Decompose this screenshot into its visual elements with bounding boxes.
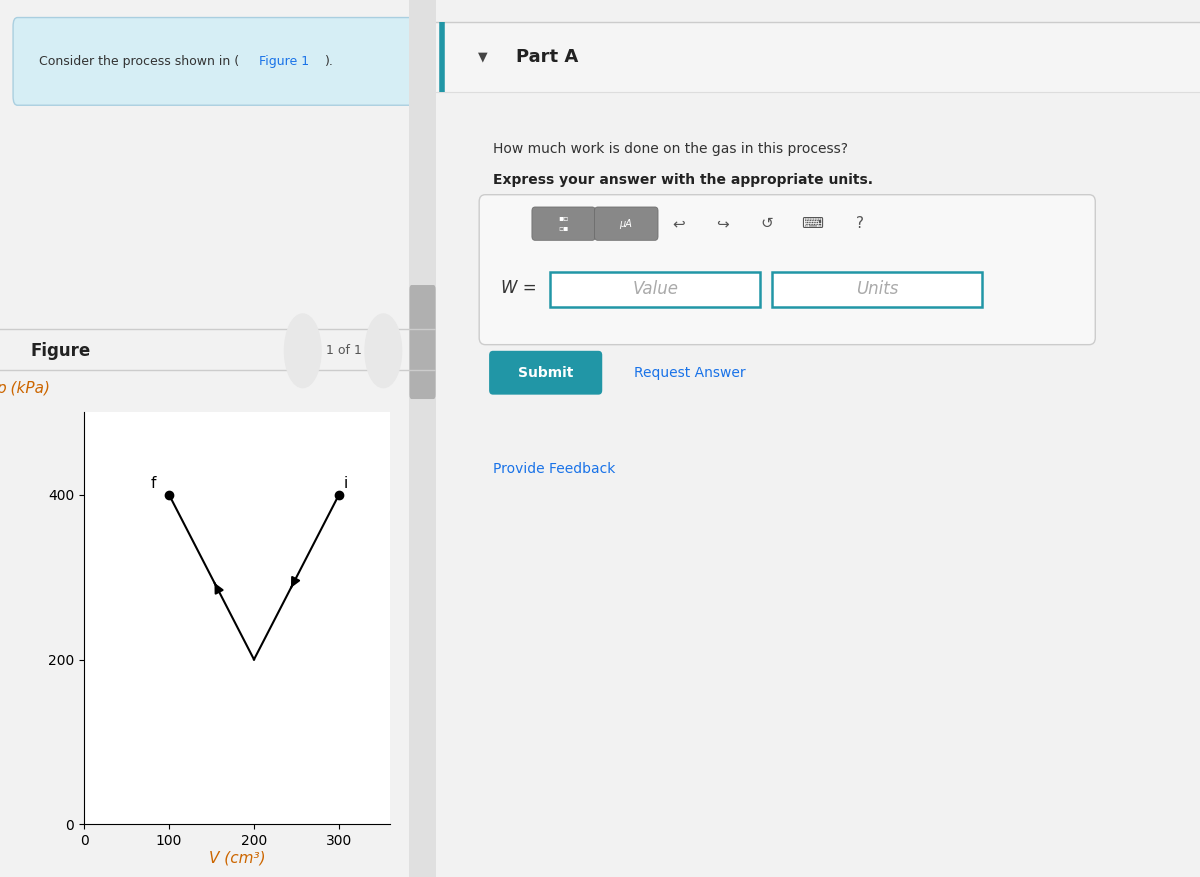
Text: Value: Value xyxy=(632,281,679,298)
Text: <: < xyxy=(296,344,308,358)
Text: Express your answer with the appropriate units.: Express your answer with the appropriate… xyxy=(493,173,872,187)
FancyBboxPatch shape xyxy=(490,351,602,395)
Text: ).: ). xyxy=(324,55,334,68)
Text: 1 of 1: 1 of 1 xyxy=(326,345,362,357)
Text: i: i xyxy=(344,475,348,490)
Text: μA: μA xyxy=(619,218,632,229)
Text: ↩: ↩ xyxy=(672,216,685,232)
Text: >: > xyxy=(378,344,389,358)
Text: W =: W = xyxy=(500,279,536,296)
Circle shape xyxy=(365,314,402,388)
FancyBboxPatch shape xyxy=(594,207,658,240)
Text: ↺: ↺ xyxy=(761,216,773,232)
Text: f: f xyxy=(150,475,156,490)
Text: Provide Feedback: Provide Feedback xyxy=(493,462,616,476)
FancyBboxPatch shape xyxy=(772,272,982,307)
Text: ▼: ▼ xyxy=(478,51,487,63)
Text: Part A: Part A xyxy=(516,48,578,66)
Y-axis label: p (kPa): p (kPa) xyxy=(0,381,50,396)
Text: Submit: Submit xyxy=(518,366,574,380)
Text: How much work is done on the gas in this process?: How much work is done on the gas in this… xyxy=(493,142,848,156)
Text: Request Answer: Request Answer xyxy=(635,366,746,380)
Text: Consider the process shown in (: Consider the process shown in ( xyxy=(40,55,239,68)
Text: ↪: ↪ xyxy=(716,216,728,232)
Text: Figure 1: Figure 1 xyxy=(259,55,310,68)
Text: Figure: Figure xyxy=(30,342,91,360)
FancyBboxPatch shape xyxy=(13,18,422,105)
FancyBboxPatch shape xyxy=(409,0,436,877)
Text: ▪▫
▫▪: ▪▫ ▫▪ xyxy=(558,214,569,233)
Text: ?: ? xyxy=(856,216,864,232)
FancyBboxPatch shape xyxy=(479,195,1096,345)
FancyBboxPatch shape xyxy=(436,22,1200,92)
Text: Units: Units xyxy=(857,281,899,298)
Text: ⌨: ⌨ xyxy=(800,216,823,232)
FancyBboxPatch shape xyxy=(532,207,595,240)
FancyBboxPatch shape xyxy=(409,285,436,399)
X-axis label: V (cm³): V (cm³) xyxy=(209,851,265,866)
FancyBboxPatch shape xyxy=(551,272,761,307)
Circle shape xyxy=(284,314,322,388)
